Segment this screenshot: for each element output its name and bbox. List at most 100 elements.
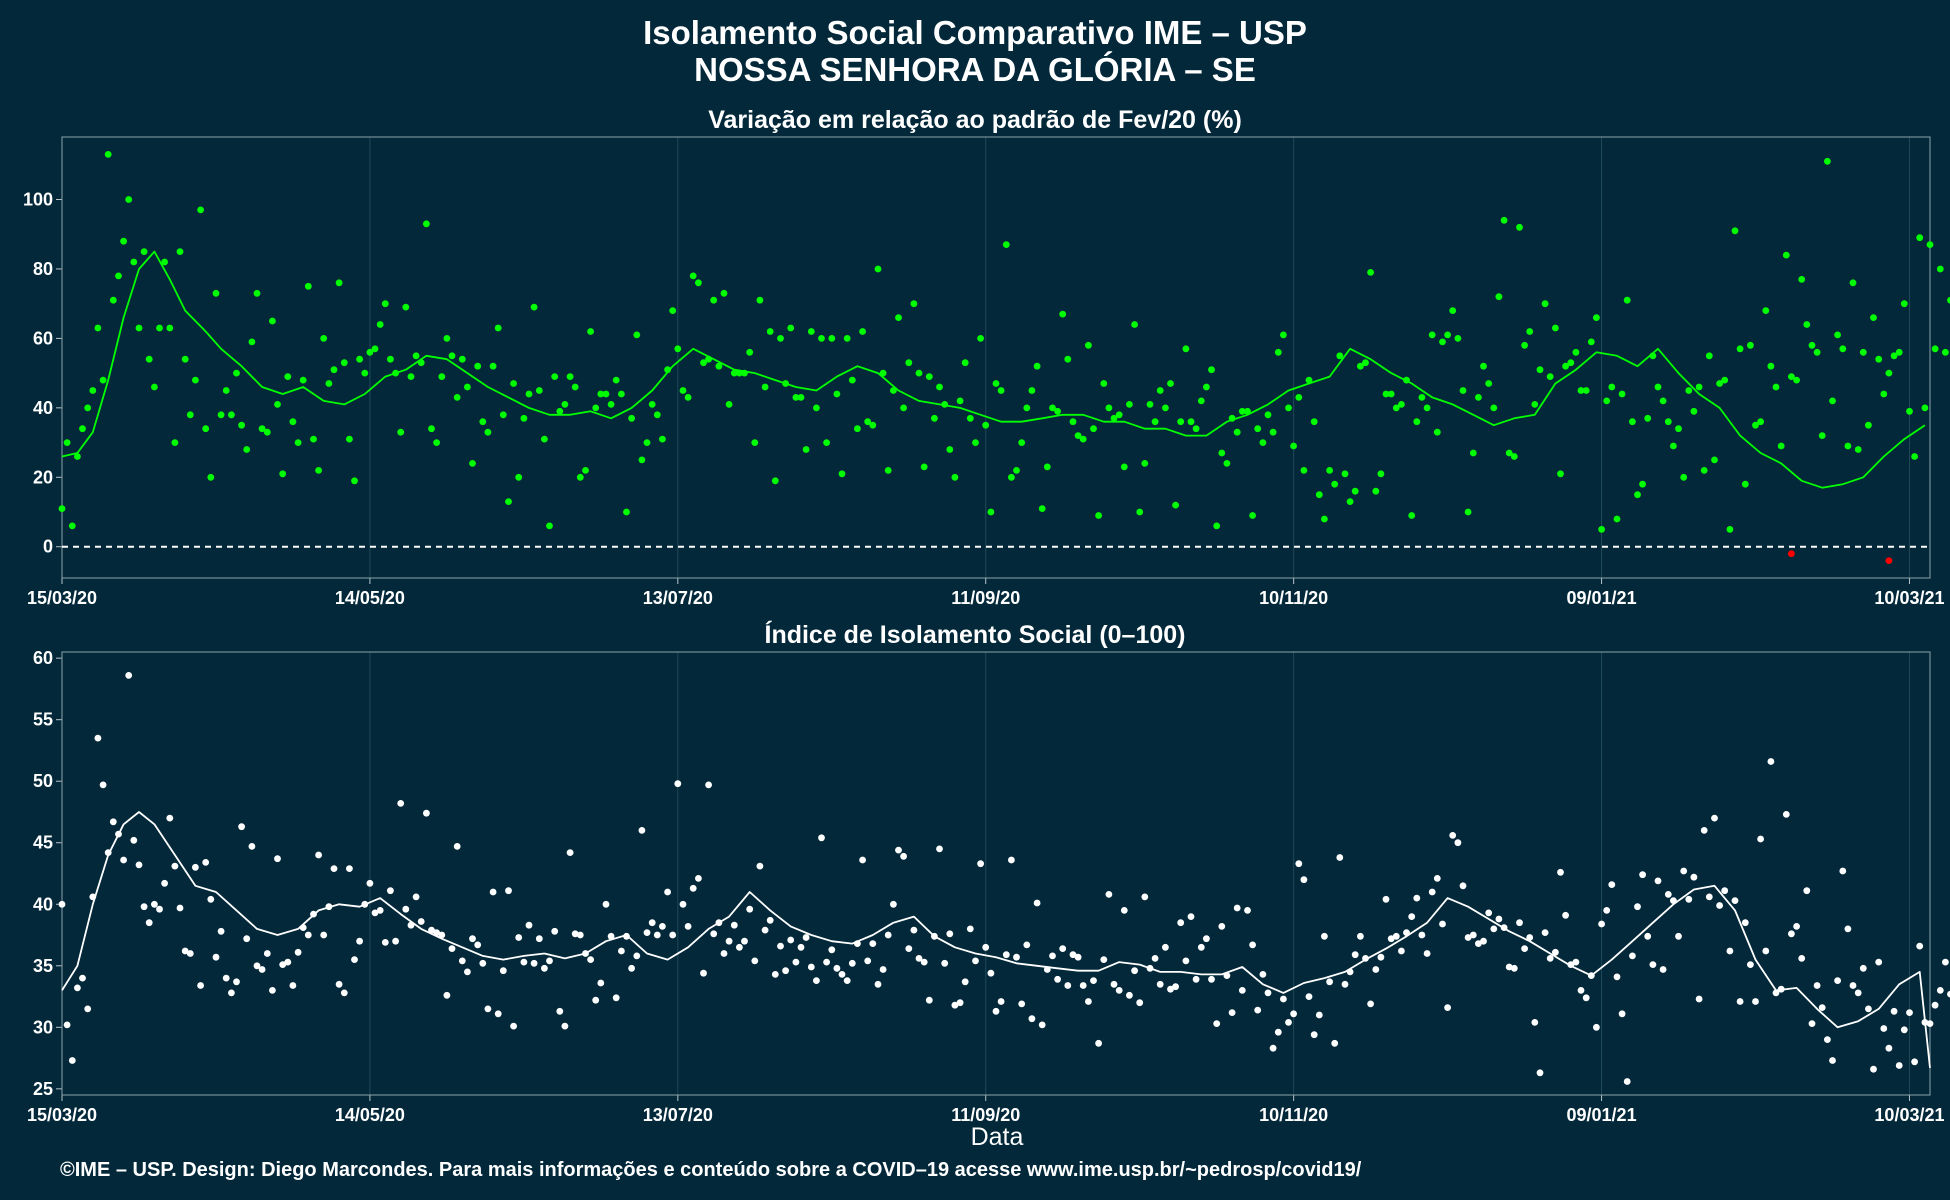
data-point [1433,428,1441,436]
data-point [797,943,805,951]
data-point [1449,832,1457,839]
data-point [1002,241,1010,249]
data-point [1326,467,1333,474]
data-point [1741,480,1749,488]
data-point [1644,932,1652,940]
data-point [1192,425,1200,433]
data-point [269,987,276,994]
negative-data-point [1788,550,1795,558]
data-point [1269,1044,1277,1052]
data-point [725,937,733,945]
data-point [284,373,292,380]
data-point [1880,1025,1888,1032]
data-point [1603,907,1611,914]
data-point [1798,276,1806,283]
data-point [140,248,148,256]
data-point [1818,1004,1826,1011]
data-point [1510,964,1518,972]
data-point [1711,456,1718,464]
data-point [530,959,538,967]
data-point [833,964,841,972]
data-point [1131,967,1138,975]
data-point [648,919,656,927]
data-point [1521,341,1528,349]
data-point [423,809,430,817]
data-point [931,414,938,422]
data-point [474,362,482,370]
data-point [1331,480,1339,488]
data-point [551,927,559,935]
data-point [1377,953,1385,961]
data-point [412,352,420,360]
data-point [807,328,815,335]
data-point [597,979,605,987]
data-point [695,279,702,287]
data-point [1782,251,1790,259]
data-point [1372,487,1380,495]
data-point [643,439,651,446]
data-point [1249,941,1256,949]
data-point [905,945,913,952]
data-point [263,950,271,957]
data-point [792,958,800,966]
data-point [166,324,174,332]
data-point [1536,1069,1544,1077]
data-point [279,470,287,478]
data-point [1444,1004,1451,1011]
data-point [274,855,281,863]
data-point [525,390,533,398]
data-point [1659,966,1667,973]
data-point [1244,907,1251,914]
data-point [1238,987,1246,994]
data-point [1295,394,1303,401]
data-point [597,390,605,398]
y-tick-label: 45 [33,833,53,853]
data-point [1582,994,1590,1002]
data-point [1013,467,1020,474]
data-point [1813,982,1821,989]
data-point [489,362,497,370]
data-point [833,390,841,398]
data-point [515,934,523,941]
x-tick-label: 15/03/20 [27,1105,97,1125]
y-tick-label: 80 [33,259,53,279]
data-point [1495,915,1503,923]
data-point [1649,961,1657,968]
data-point [494,324,502,332]
data-point [1895,1062,1903,1069]
data-point [874,265,882,273]
data-point [1613,515,1621,523]
data-point [910,300,918,308]
data-point [228,411,235,419]
data-point [638,456,646,464]
data-point [1829,1057,1836,1064]
data-point [84,404,92,412]
data-point [689,272,697,280]
data-point [258,425,266,433]
data-point [777,942,784,950]
data-point [423,220,430,228]
data-point [1151,418,1159,426]
data-point [684,923,692,930]
data-point [1782,811,1790,818]
data-point [109,296,117,304]
data-point [1454,335,1462,342]
data-point [192,376,199,384]
data-point [1336,352,1344,360]
data-point [248,843,256,850]
data-point [946,930,954,938]
data-point [915,955,923,962]
data-point [905,359,913,367]
data-point [576,473,584,481]
data-point [1105,891,1113,898]
data-point [1705,352,1713,360]
data-point [1593,1023,1600,1031]
data-point [1326,978,1333,986]
data-point [161,258,169,266]
data-point [1741,919,1749,927]
data-point [1115,411,1123,419]
data-point [1516,223,1523,231]
data-point [628,964,635,972]
data-point [289,418,297,426]
